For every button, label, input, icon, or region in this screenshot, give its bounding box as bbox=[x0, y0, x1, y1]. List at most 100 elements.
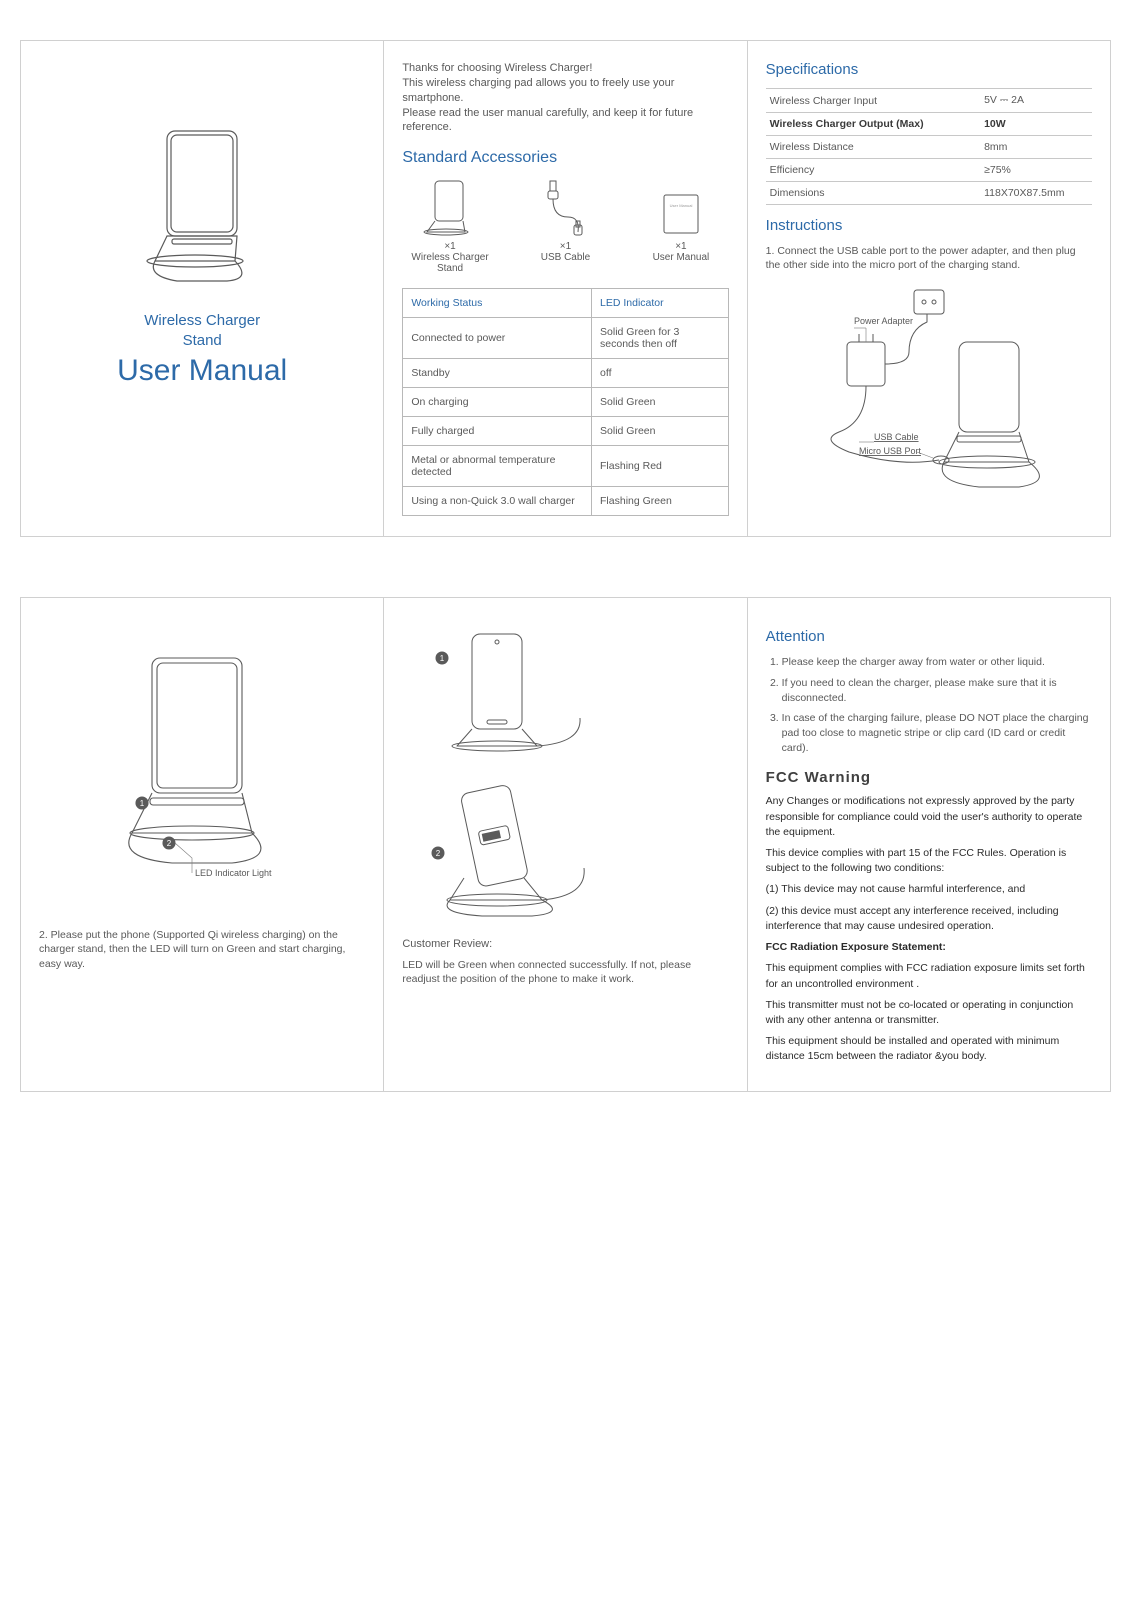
cell: Using a non-Quick 3.0 wall charger bbox=[403, 487, 592, 516]
acc-item-manual: User Manual ×1 User Manual bbox=[633, 177, 728, 274]
connection-diagram-icon: Power Adapter USB Cable Micro USB Port bbox=[799, 282, 1059, 482]
label-micro-usb: Micro USB Port bbox=[859, 446, 922, 456]
cell: Solid Green bbox=[592, 388, 729, 417]
cell: off bbox=[592, 359, 729, 388]
spec-row: Dimensions118X70X87.5mm bbox=[766, 182, 1092, 205]
panel-specs: Specifications Wireless Charger Input5V … bbox=[748, 41, 1110, 536]
specifications-heading: Specifications bbox=[766, 61, 1092, 78]
customer-review-title: Customer Review: bbox=[402, 938, 728, 950]
fcc-p2data-interactable=: This device complies with part 15 of the… bbox=[766, 846, 1092, 876]
fcc-p1: Any Changes or modifications not express… bbox=[766, 794, 1092, 840]
table-row: Connected to powerSolid Green for 3 seco… bbox=[403, 318, 728, 359]
phone-on-stand-2-icon: 2 bbox=[402, 778, 602, 918]
cell: ≥75% bbox=[964, 159, 1092, 182]
acc-qty: ×1 bbox=[560, 241, 571, 252]
acc-label: User Manual bbox=[633, 252, 728, 263]
attention-item: In case of the charging failure, please … bbox=[782, 711, 1092, 755]
table-row: On chargingSolid Green bbox=[403, 388, 728, 417]
fcc-warning-heading: FCC Warning bbox=[766, 769, 1092, 786]
page-2: 1 2 LED Indicator Light 2. Please put th… bbox=[20, 597, 1111, 1091]
panel-review: 1 2 Customer Review: bbox=[384, 598, 747, 1090]
cell: 10W bbox=[964, 113, 1092, 136]
badge-2-fig: 2 bbox=[436, 849, 441, 858]
spec-table: Wireless Charger Input5V ⎓ 2A Wireless C… bbox=[766, 88, 1092, 205]
cell: Wireless Charger Input bbox=[766, 89, 964, 113]
badge-1-fig: 1 bbox=[440, 654, 445, 663]
attention-list: Please keep the charger away from water … bbox=[766, 655, 1092, 755]
spec-row-highlight: Wireless Charger Output (Max)10W bbox=[766, 113, 1092, 136]
cell: Connected to power bbox=[403, 318, 592, 359]
charger-stand-small-icon bbox=[415, 177, 485, 239]
product-name-line2: Stand bbox=[39, 331, 365, 351]
acc-label: Wireless Charger Stand bbox=[402, 252, 497, 274]
instruction-step-2: 2. Please put the phone (Supported Qi wi… bbox=[39, 928, 365, 971]
accessories-row: ×1 Wireless Charger Stand bbox=[402, 177, 728, 274]
product-name-line1: Wireless Charger bbox=[39, 311, 365, 331]
stand-led-diagram-icon: 1 2 LED Indicator Light bbox=[92, 648, 312, 888]
svg-text:User Manual: User Manual bbox=[670, 203, 693, 208]
instruction-step-1: 1. Connect the USB cable port to the pow… bbox=[766, 244, 1092, 272]
cell: Wireless Charger Output (Max) bbox=[766, 113, 964, 136]
panel-led-diagram: 1 2 LED Indicator Light 2. Please put th… bbox=[21, 598, 384, 1090]
status-table: Working Status LED Indicator Connected t… bbox=[402, 288, 728, 516]
manual-booklet-icon: User Manual bbox=[656, 177, 706, 239]
status-header-led: LED Indicator bbox=[592, 289, 729, 318]
cell: Solid Green bbox=[592, 417, 729, 446]
cell: Dimensions bbox=[766, 182, 964, 205]
badge-1: 1 bbox=[140, 799, 145, 808]
table-row: Metal or abnormal temperature detectedFl… bbox=[403, 446, 728, 487]
cell: Solid Green for 3 seconds then off bbox=[592, 318, 729, 359]
attention-heading: Attention bbox=[766, 628, 1092, 645]
table-row: Fully chargedSolid Green bbox=[403, 417, 728, 446]
fcc-p7: This equipment should be installed and o… bbox=[766, 1034, 1092, 1064]
instructions-heading: Instructions bbox=[766, 217, 1092, 234]
cell: Efficiency bbox=[766, 159, 964, 182]
fcc-statement-title: FCC Radiation Exposure Statement: bbox=[766, 940, 1092, 955]
usb-cable-icon bbox=[540, 177, 590, 239]
status-header-working: Working Status bbox=[403, 289, 592, 318]
cell: 5V ⎓ 2A bbox=[964, 89, 1092, 113]
customer-review-body: LED will be Green when connected success… bbox=[402, 958, 728, 986]
accessories-heading: Standard Accessories bbox=[402, 149, 728, 167]
fcc-p5: This equipment complies with FCC radiati… bbox=[766, 961, 1092, 991]
spec-row: Wireless Distance8mm bbox=[766, 136, 1092, 159]
page-1: Wireless Charger Stand User Manual Thank… bbox=[20, 40, 1111, 537]
attention-item: If you need to clean the charger, please… bbox=[782, 676, 1092, 705]
spec-row: Efficiency≥75% bbox=[766, 159, 1092, 182]
cell: Fully charged bbox=[403, 417, 592, 446]
acc-item-stand: ×1 Wireless Charger Stand bbox=[402, 177, 497, 274]
panel-accessories: Thanks for choosing Wireless Charger! Th… bbox=[384, 41, 747, 536]
cell: 118X70X87.5mm bbox=[964, 182, 1092, 205]
cell: Standby bbox=[403, 359, 592, 388]
fcc-body: Any Changes or modifications not express… bbox=[766, 794, 1092, 1064]
label-usb-cable: USB Cable bbox=[874, 432, 919, 442]
user-manual-title: User Manual bbox=[39, 354, 365, 388]
panel-cover: Wireless Charger Stand User Manual bbox=[21, 41, 384, 536]
intro-line-1: Thanks for choosing Wireless Charger! bbox=[402, 61, 728, 76]
label-power-adapter: Power Adapter bbox=[854, 316, 913, 326]
acc-qty: ×1 bbox=[675, 241, 686, 252]
spec-row: Wireless Charger Input5V ⎓ 2A bbox=[766, 89, 1092, 113]
cell: Flashing Green bbox=[592, 487, 729, 516]
charger-stand-icon bbox=[117, 121, 287, 291]
badge-2: 2 bbox=[167, 839, 172, 848]
fcc-p6: This transmitter must not be co-located … bbox=[766, 998, 1092, 1028]
cell: Metal or abnormal temperature detected bbox=[403, 446, 592, 487]
cell: On charging bbox=[403, 388, 592, 417]
acc-qty: ×1 bbox=[444, 241, 455, 252]
fcc-p3: (1) This device may not cause harmful in… bbox=[766, 882, 1092, 897]
cell: Wireless Distance bbox=[766, 136, 964, 159]
acc-label: USB Cable bbox=[518, 252, 613, 263]
intro-line-2: This wireless charging pad allows you to… bbox=[402, 76, 728, 106]
attention-item: Please keep the charger away from water … bbox=[782, 655, 1092, 670]
panel-fcc: Attention Please keep the charger away f… bbox=[748, 598, 1110, 1090]
cell: Flashing Red bbox=[592, 446, 729, 487]
table-row: Standbyoff bbox=[403, 359, 728, 388]
intro-line-3: Please read the user manual carefully, a… bbox=[402, 106, 728, 136]
table-row: Using a non-Quick 3.0 wall chargerFlashi… bbox=[403, 487, 728, 516]
acc-item-cable: ×1 USB Cable bbox=[518, 177, 613, 274]
phone-on-stand-1-icon: 1 bbox=[402, 628, 602, 758]
cell: 8mm bbox=[964, 136, 1092, 159]
fcc-p4: (2) this device must accept any interfer… bbox=[766, 904, 1092, 934]
label-led-indicator: LED Indicator Light bbox=[195, 868, 272, 878]
